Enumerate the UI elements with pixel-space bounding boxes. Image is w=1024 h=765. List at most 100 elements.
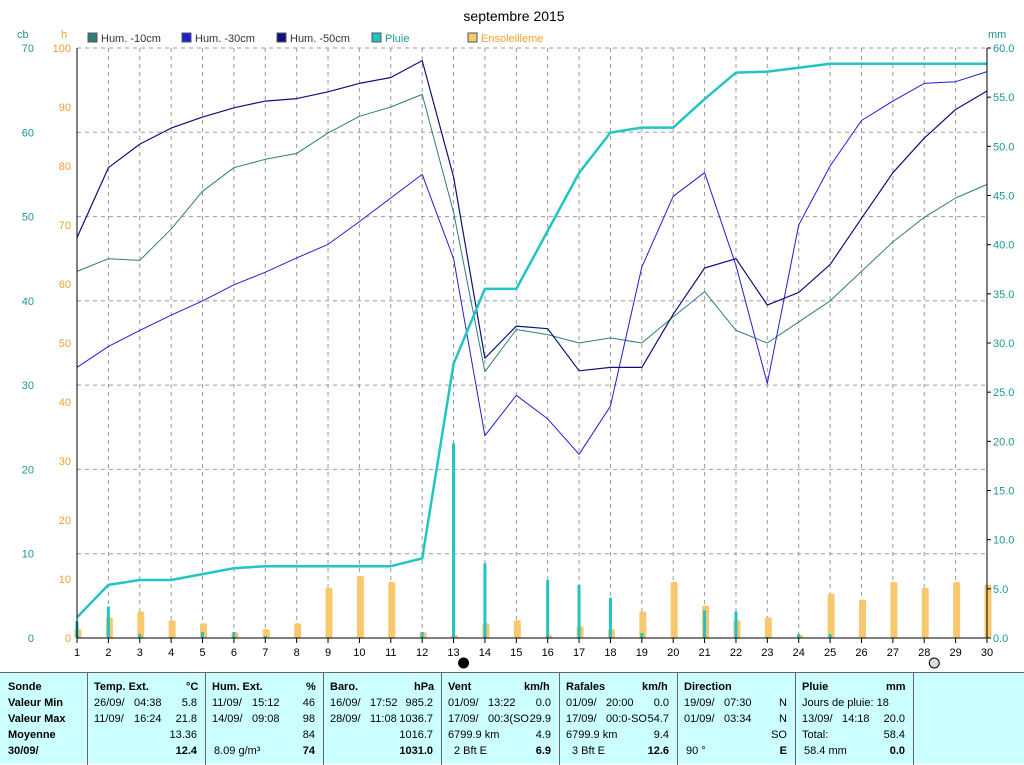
hum-min-value: 46 — [302, 697, 315, 709]
avg-row-label: Moyenne — [8, 729, 56, 741]
hum-max-value: 98 — [302, 713, 315, 725]
baro-header: Baro. — [330, 681, 359, 693]
chart-marks — [74, 59, 992, 638]
x-tick-label: 18 — [604, 647, 616, 659]
mm-tick-label: 5.0 — [993, 584, 1008, 596]
cb-tick-label: 70 — [22, 43, 34, 55]
direction-max-time: 03:34 — [724, 713, 752, 725]
vent-max-value: 29.9 — [529, 713, 551, 725]
sunshine-bar — [137, 611, 145, 638]
current-row-label: 30/09/ — [8, 745, 39, 757]
h-tick-label: 60 — [59, 279, 71, 291]
x-tick-label: 29 — [949, 647, 961, 659]
rain-bar — [483, 563, 487, 638]
sunshine-bar — [639, 611, 647, 638]
sunshine-bar — [670, 581, 678, 638]
temp-header: Temp. Ext. — [94, 681, 149, 693]
x-tick-label: 3 — [137, 647, 143, 659]
cb-tick-label: 0 — [28, 633, 34, 645]
vent-min-value: 0.0 — [535, 697, 551, 709]
pluie-month-total: 58.4 mm — [804, 745, 847, 757]
pluie-unit: mm — [886, 681, 906, 693]
vent-column: Vent km/h 01/09/13:22 0.0 17/09/00:3(SO 29.… — [442, 673, 560, 765]
h-tick-label: 50 — [59, 338, 71, 350]
x-tick-label: 11 — [385, 647, 396, 659]
x-tick-label: 8 — [294, 647, 300, 659]
baro-min-time: 17:52 — [370, 697, 398, 709]
baro-min-date: 16/09/ — [330, 697, 361, 709]
temp-column: Temp. Ext. °C 26/09/04:38 5.8 11/09/16:24 2… — [88, 673, 206, 765]
pluie-column: Pluie mm Jours de pluie: 18 13/09/14:18 20… — [796, 673, 914, 765]
rain-bar — [608, 597, 612, 638]
cb-tick-label: 50 — [22, 212, 34, 224]
temp-min-time: 04:38 — [134, 697, 162, 709]
mm-tick-label: 40.0 — [993, 240, 1014, 252]
temp-current-value: 12.4 — [175, 745, 197, 757]
direction-max-value: N — [779, 713, 787, 725]
rafales-header: Rafales — [566, 681, 606, 693]
mm-tick-label: 45.0 — [993, 191, 1014, 203]
stats-labels-column: Sonde Valeur Min Valeur Max Moyenne 30/0… — [0, 673, 88, 765]
new-moon-icon — [458, 657, 470, 669]
vent-avg-value: 4.9 — [535, 729, 551, 741]
temp-unit: °C — [186, 681, 199, 693]
vent-max-time: 00:3(SO — [488, 713, 529, 725]
temp-max-date: 11/09/ — [94, 713, 124, 725]
legend-label: Hum. -10cm — [101, 33, 161, 45]
mm-tick-label: 50.0 — [993, 141, 1014, 153]
rain-bar — [797, 634, 801, 638]
mm-tick-label: 10.0 — [993, 535, 1014, 547]
h-tick-label: 70 — [59, 220, 71, 232]
x-tick-label: 19 — [636, 647, 648, 659]
rain-bar — [106, 606, 110, 638]
rain-bar — [546, 579, 550, 638]
min-row-label: Valeur Min — [8, 697, 64, 709]
cb-tick-label: 20 — [22, 464, 34, 476]
mm-tick-label: 60.0 — [993, 43, 1014, 55]
legend-item: Pluie — [371, 32, 409, 45]
legend-swatch — [87, 32, 98, 43]
pluie-rain-days: Jours de pluie: 18 — [802, 697, 889, 709]
temp-max-time: 16:24 — [134, 713, 162, 725]
hum-min-time: 15:12 — [252, 697, 280, 709]
legend-item: Hum. -30cm — [181, 32, 255, 45]
mm-tick-label: 35.0 — [993, 289, 1014, 301]
hum-header: Hum. Ext. — [212, 681, 263, 693]
chart-grid — [76, 47, 988, 639]
sunshine-bar — [921, 587, 929, 638]
direction-min-date: 19/09/ — [684, 697, 715, 709]
x-tick-label: 25 — [824, 647, 836, 659]
h-tick-label: 80 — [59, 161, 71, 173]
temp-min-date: 26/09/ — [94, 697, 125, 709]
hum-current-value: 74 — [302, 745, 315, 757]
mm-tick-label: 15.0 — [993, 486, 1014, 498]
pluie-total-value: 58.4 — [883, 729, 905, 741]
rafales-column: Rafales km/h 01/09/20:00 0.0 17/09/00:0-SO… — [560, 673, 678, 765]
hum-column: Hum. Ext.% 11/09/15:12 46 14/09/09:08 98 8… — [206, 673, 324, 765]
baro-max-value: 1036.7 — [399, 713, 433, 725]
x-tick-label: 27 — [887, 647, 899, 659]
weather-chart: septembre 2015 cb h mm Hum. -10cm Hum. -3… — [17, 8, 1015, 669]
legend-item: Hum. -50cm — [276, 32, 350, 45]
pluie-header: Pluie — [802, 681, 829, 693]
hum-absolute: 8.09 g/m³ — [214, 745, 261, 757]
x-tick-label: 4 — [168, 647, 174, 659]
h-unit-label: h — [61, 29, 67, 41]
vent-min-date: 01/09/ — [448, 697, 479, 709]
x-tick-label: 26 — [855, 647, 867, 659]
hum-max-time: 09:08 — [252, 713, 280, 725]
direction-min-value: N — [779, 697, 787, 709]
h-tick-label: 20 — [59, 515, 71, 527]
baro-column: Baro. hPa 16/09/17:52 985.2 28/09/11:08 103… — [324, 673, 442, 765]
legend-swatch — [371, 32, 382, 43]
rain-bar — [640, 633, 644, 638]
rain-bar — [734, 611, 738, 638]
series-line-hum-10cm — [76, 93, 988, 373]
vent-max-date: 17/09/ — [448, 713, 479, 725]
sunshine-bar — [827, 593, 835, 638]
h-tick-label: 100 — [53, 43, 71, 55]
baro-unit: hPa — [414, 681, 435, 693]
full-moon-icon — [928, 657, 940, 669]
baro-max-time: 11:08 — [370, 713, 397, 725]
x-tick-label: 17 — [573, 647, 585, 659]
